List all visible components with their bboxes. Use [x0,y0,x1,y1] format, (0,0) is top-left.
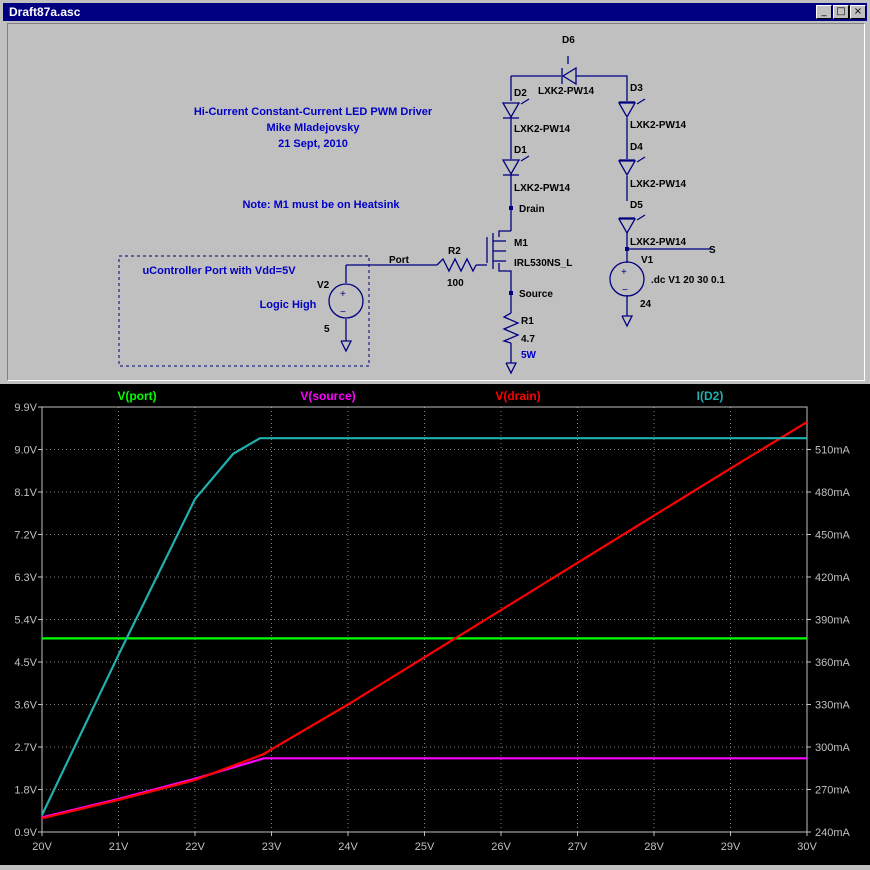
y-left-tick-label: 6.3V [14,572,37,584]
legend-label-id2: I(D2) [697,389,724,403]
x-tick-label: 23V [262,841,282,853]
drain-label: Drain [519,204,545,215]
svg-text:−: − [340,307,346,318]
note-author: Mike Mladejovsky [267,122,361,134]
x-tick-label: 20V [32,841,52,853]
y-right-tick-label: 480mA [815,487,851,499]
y-right-tick-label: 390mA [815,615,851,627]
maximize-button[interactable]: □ [833,5,849,19]
legend-label-vport: V(port) [117,389,156,403]
window-title: Draft87a.asc [9,5,81,19]
y-left-tick-label: 5.4V [14,615,37,627]
x-tick-label: 24V [338,841,358,853]
close-button[interactable]: × [850,5,866,19]
note-title: Hi-Current Constant-Current LED PWM Driv… [194,106,433,118]
m1-value: IRL530NS_L [514,258,572,269]
ucontroller-note: uController Port with Vdd=5V [142,265,296,277]
d5-value: LXK2-PW14 [630,237,687,248]
y-left-tick-label: 0.9V [14,827,37,839]
minimize-button[interactable]: _ [816,5,832,19]
y-right-tick-label: 240mA [815,827,851,839]
d1-name: D1 [514,145,527,156]
logic-high-label: Logic High [260,299,317,311]
series-line-id2 [41,437,807,816]
x-tick-label: 27V [568,841,588,853]
svg-text:+: + [340,289,346,300]
legend-label-vdrain: V(drain) [495,389,540,403]
source-label: Source [519,289,553,300]
y-left-tick-label: 9.0V [14,445,37,457]
y-right-tick-label: 420mA [815,572,851,584]
x-tick-label: 26V [491,841,511,853]
x-tick-label: 29V [721,841,741,853]
y-left-tick-label: 7.2V [14,530,37,542]
svg-text:−: − [622,285,628,296]
y-left-tick-label: 9.9V [14,402,37,414]
schematic-window: Draft87a.asc _ □ × [0,0,870,384]
note-heatsink: Note: M1 must be on Heatsink [242,199,400,211]
y-left-tick-label: 3.6V [14,700,37,712]
x-tick-label: 30V [797,841,817,853]
r1-power: 5W [521,350,537,361]
r1-value: 4.7 [521,334,535,345]
r1-name: R1 [521,316,534,327]
legend-label-vsource: V(source) [300,389,355,403]
d2-value: LXK2-PW14 [514,124,571,135]
port-label: Port [389,255,410,266]
r2-name: R2 [448,246,461,257]
d6-value: LXK2-PW14 [538,86,595,97]
d2-name: D2 [514,88,527,99]
y-left-tick-label: 1.8V [14,785,37,797]
series-line-vdrain [41,421,808,820]
d4-value: LXK2-PW14 [630,179,687,190]
d3-name: D3 [630,83,643,94]
y-left-tick-label: 4.5V [14,657,37,669]
y-right-tick-label: 510mA [815,445,851,457]
waveform-chart[interactable]: 20V 21V 22V 23V 24V 25V 26V 27V 28V 29V 30V 0.9V 1.8… [0,384,870,865]
y-right-tick-label: 330mA [815,700,851,712]
x-tick-label: 22V [185,841,205,853]
d6-name: D6 [562,35,575,46]
note-date: 21 Sept, 2010 [278,138,348,150]
v2-name: V2 [317,280,330,291]
m1-name: M1 [514,238,528,249]
x-tick-label: 21V [109,841,129,853]
y-right-tick-label: 360mA [815,657,851,669]
waveform-pane[interactable]: 20V 21V 22V 23V 24V 25V 26V 27V 28V 29V 30V 0.9V 1.8… [0,384,870,865]
v1-name: V1 [641,255,654,266]
y-left-tick-label: 2.7V [14,742,37,754]
title-bar[interactable]: Draft87a.asc _ □ × [3,3,867,21]
d3-value: LXK2-PW14 [630,120,687,131]
d4-name: D4 [630,142,643,153]
schematic-canvas[interactable]: + − + − Hi-Current Constant-Current LED … [7,23,865,381]
d1-value: LXK2-PW14 [514,183,571,194]
x-tick-label: 25V [415,841,435,853]
y-left-tick-label: 8.1V [14,487,37,499]
d5-name: D5 [630,200,643,211]
s-label: S [709,245,716,256]
v1-directive: .dc V1 20 30 0.1 [651,275,725,286]
svg-text:+: + [621,267,627,278]
y-right-tick-label: 300mA [815,742,851,754]
y-right-tick-label: 270mA [815,785,851,797]
y-right-tick-label: 450mA [815,530,851,542]
v1-value: 24 [640,299,652,310]
x-tick-label: 28V [644,841,664,853]
r2-value: 100 [447,278,464,289]
schematic-drawing: + − + − Hi-Current Constant-Current LED … [118,35,725,375]
v2-value: 5 [324,324,330,335]
